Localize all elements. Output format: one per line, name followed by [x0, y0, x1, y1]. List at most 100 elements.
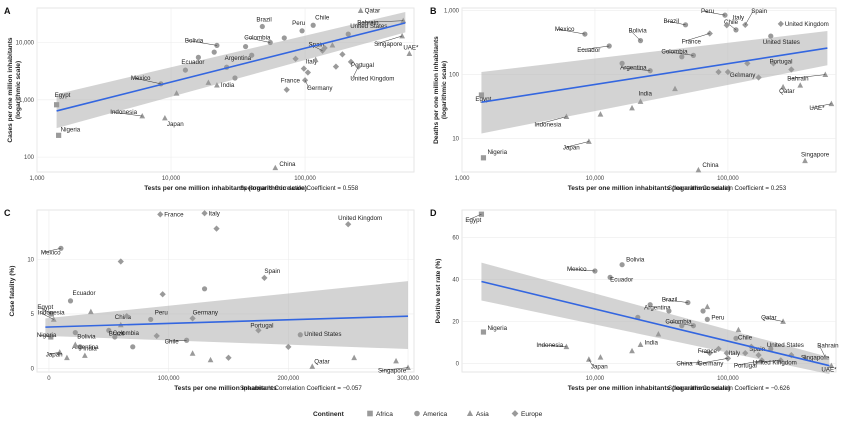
- point-label: Brazil: [664, 18, 679, 25]
- point-label: UAE*: [821, 367, 837, 374]
- data-point: [563, 343, 570, 350]
- legend-title: Continent: [313, 411, 345, 418]
- point-label: Italy: [733, 14, 745, 21]
- panel-letter: B: [430, 6, 437, 16]
- data-point: [755, 352, 762, 359]
- label-connector: [132, 77, 161, 85]
- data-point: [690, 52, 696, 58]
- data-point: [597, 354, 604, 360]
- data-point: [130, 344, 136, 350]
- data-point: [480, 155, 487, 161]
- point-label: Brazil: [109, 330, 124, 337]
- data-point: [695, 166, 702, 173]
- x-tick-label: 10,000: [162, 176, 181, 182]
- data-point: [242, 43, 249, 50]
- data-point: [802, 157, 808, 164]
- point-label: Brazil: [256, 17, 271, 24]
- data-point: [281, 35, 287, 41]
- point-label: Nigeria: [37, 332, 57, 339]
- data-point: [213, 225, 220, 232]
- point-label: UAE*: [809, 105, 825, 112]
- point-label: Argentina: [620, 65, 647, 72]
- point-label: United States: [763, 39, 800, 46]
- x-tick-label: 10,000: [586, 376, 605, 382]
- point-label: Ecuador: [73, 290, 96, 297]
- data-point: [201, 210, 208, 217]
- data-point: [329, 42, 336, 48]
- point-label: United States: [304, 331, 341, 338]
- data-point: [157, 211, 164, 218]
- data-point: [480, 329, 487, 335]
- legend-swatch: [367, 410, 373, 417]
- x-tick-label: 0: [47, 376, 51, 382]
- data-point: [735, 326, 742, 333]
- point-label: Egypt: [37, 304, 53, 311]
- point-label: China: [676, 361, 693, 368]
- data-point: [655, 331, 662, 337]
- point-label: Portugal: [351, 62, 374, 69]
- data-point: [58, 245, 64, 251]
- data-point: [797, 82, 804, 88]
- label-connector: [39, 312, 54, 320]
- point-label: Spain: [751, 8, 767, 15]
- label-connector: [630, 30, 641, 41]
- point-label: France: [682, 38, 702, 45]
- data-point: [647, 68, 653, 74]
- point-label: India: [638, 90, 652, 97]
- point-label: China: [115, 314, 132, 321]
- label-connector: [678, 362, 699, 364]
- point-label: Italy: [209, 210, 221, 217]
- label-connector: [754, 360, 781, 363]
- point-label: Spain: [264, 268, 280, 275]
- y-tick-label: 1,000: [19, 98, 35, 104]
- data-point: [690, 323, 696, 329]
- data-point: [406, 50, 413, 56]
- label-connector: [665, 20, 686, 26]
- label-connector: [735, 360, 762, 366]
- x-tick-label: 1,000: [29, 176, 45, 182]
- point-label: Peru: [292, 20, 306, 27]
- legend-item-label: Africa: [376, 411, 393, 418]
- point-label: Argentina: [644, 305, 671, 312]
- label-connector: [702, 10, 725, 16]
- data-point: [347, 58, 355, 65]
- y-axis-title: Case fatality (%): [9, 266, 16, 317]
- data-point: [742, 349, 749, 357]
- legend-item-label: America: [423, 411, 448, 418]
- label-connector: [166, 340, 187, 342]
- point-label: United Kingdom: [338, 215, 382, 222]
- label-connector: [47, 352, 60, 355]
- point-label: Mexico: [41, 249, 61, 256]
- x-axis-title: Tests per one million inhabitants (logar…: [144, 185, 307, 192]
- data-point: [189, 315, 196, 322]
- point-label: France: [164, 211, 184, 218]
- label-connector: [699, 358, 728, 364]
- data-point: [292, 55, 299, 62]
- data-point: [182, 67, 188, 73]
- data-point: [189, 350, 196, 356]
- data-point: [637, 98, 644, 104]
- confidence-band: [45, 281, 409, 350]
- confidence-band: [481, 262, 830, 375]
- x-tick-label: 100,000: [717, 176, 739, 182]
- data-point: [225, 354, 232, 361]
- data-point: [214, 82, 220, 88]
- point-label: Bahrain: [817, 342, 839, 349]
- data-point: [685, 299, 691, 306]
- legend-item-label: Europe: [521, 411, 543, 418]
- data-point: [259, 23, 265, 30]
- data-point: [722, 12, 728, 18]
- label-connector: [38, 334, 51, 338]
- data-point: [232, 75, 238, 81]
- point-label: Bolivia: [626, 257, 645, 264]
- data-point: [563, 113, 570, 119]
- data-point: [755, 74, 762, 81]
- data-point: [48, 311, 54, 317]
- point-label: United States: [767, 342, 804, 349]
- data-point: [56, 349, 63, 355]
- label-connector: [538, 344, 567, 348]
- data-point: [724, 68, 732, 76]
- y-tick-label: 10: [452, 137, 459, 143]
